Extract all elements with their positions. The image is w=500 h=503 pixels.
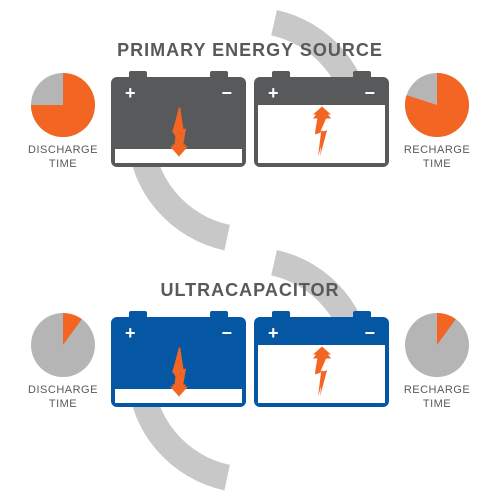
battery-ultracap-recharge: + − <box>254 317 389 407</box>
bolt-up-icon <box>309 347 335 402</box>
primary-heading: PRIMARY ENERGY SOURCE <box>0 40 500 61</box>
pie-chart-icon <box>31 73 95 137</box>
plus-terminal: + <box>125 323 136 344</box>
battery-ultracap-discharge: + − <box>111 317 246 407</box>
battery-body <box>258 345 385 403</box>
bolt-up-icon <box>309 107 335 162</box>
battery-primary-recharge: + − <box>254 77 389 167</box>
plus-terminal: + <box>268 323 279 344</box>
pie-chart-icon <box>405 73 469 137</box>
discharge-pie-ultracap: DISCHARGETIME <box>23 313 103 412</box>
minus-terminal: − <box>364 323 375 344</box>
battery-terminals: + − <box>258 321 385 345</box>
discharge-label: DISCHARGETIME <box>28 383 98 412</box>
discharge-label: DISCHARGETIME <box>28 143 98 172</box>
battery-primary-discharge: + − <box>111 77 246 167</box>
pie-chart-icon <box>31 313 95 377</box>
recharge-pie-primary: RECHARGETIME <box>397 73 477 172</box>
battery-terminals: + − <box>115 321 242 345</box>
bolt-down-icon <box>166 347 192 402</box>
minus-terminal: − <box>364 83 375 104</box>
recharge-pie-ultracap: RECHARGETIME <box>397 313 477 412</box>
recharge-label: RECHARGETIME <box>404 143 470 172</box>
plus-terminal: + <box>125 83 136 104</box>
ultracap-row: DISCHARGETIME + − + − <box>0 313 500 412</box>
battery-body <box>115 105 242 163</box>
primary-energy-section: PRIMARY ENERGY SOURCE DISCHARGETIME + − <box>0 40 500 172</box>
plus-terminal: + <box>268 83 279 104</box>
recharge-label: RECHARGETIME <box>404 383 470 412</box>
battery-body <box>258 105 385 163</box>
primary-row: DISCHARGETIME + − + − <box>0 73 500 172</box>
pie-chart-icon <box>405 313 469 377</box>
battery-terminals: + − <box>258 81 385 105</box>
ultracap-heading: ULTRACAPACITOR <box>0 280 500 301</box>
battery-terminals: + − <box>115 81 242 105</box>
ultracapacitor-section: ULTRACAPACITOR DISCHARGETIME + − + <box>0 280 500 412</box>
minus-terminal: − <box>221 323 232 344</box>
bolt-down-icon <box>166 107 192 162</box>
discharge-pie-primary: DISCHARGETIME <box>23 73 103 172</box>
battery-body <box>115 345 242 403</box>
minus-terminal: − <box>221 83 232 104</box>
